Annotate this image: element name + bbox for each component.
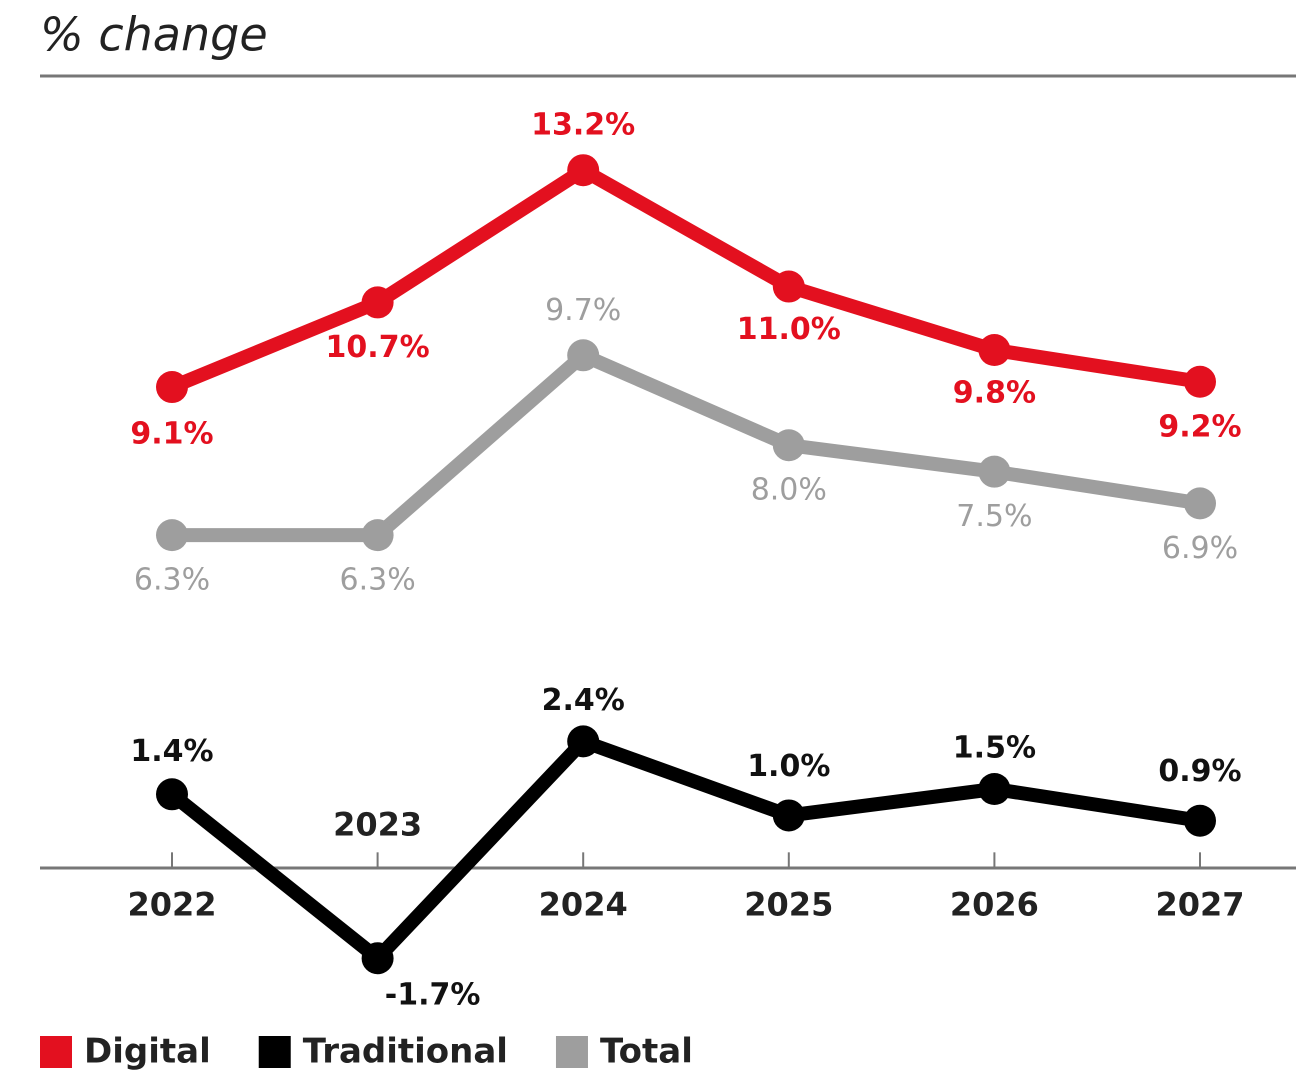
data-label: 9.2% <box>1158 409 1241 444</box>
data-label: 0.9% <box>1158 754 1241 789</box>
data-label: 9.7% <box>545 293 621 328</box>
point <box>567 725 600 758</box>
data-label: -1.7% <box>385 978 481 1013</box>
point <box>772 799 805 832</box>
point <box>567 154 600 187</box>
data-label: 13.2% <box>531 108 635 143</box>
point <box>978 455 1011 488</box>
data-label: 1.5% <box>953 731 1036 766</box>
point <box>156 371 188 404</box>
point <box>567 339 600 372</box>
x-tick-label: 2025 <box>744 885 833 923</box>
data-label: 2.4% <box>542 683 625 718</box>
point <box>156 519 188 552</box>
data-label: 6.3% <box>339 563 415 598</box>
point <box>772 270 805 303</box>
data-label: 1.4% <box>130 734 213 769</box>
x-tick-label: 2023 <box>333 805 422 843</box>
data-label: 8.0% <box>751 473 827 508</box>
point <box>1184 487 1216 520</box>
x-tick-label: 2022 <box>127 885 216 923</box>
chart-subtitle: % change <box>40 8 268 62</box>
point <box>361 942 394 975</box>
series-line <box>167 734 1202 966</box>
data-label: 9.1% <box>130 417 213 452</box>
data-label: 10.7% <box>326 330 430 365</box>
data-label: 6.9% <box>1162 531 1238 566</box>
point <box>772 429 805 462</box>
legend-swatch <box>258 1036 291 1068</box>
point <box>156 778 188 811</box>
point <box>978 334 1011 367</box>
data-label: 1.0% <box>747 749 830 784</box>
series-line <box>172 348 1202 543</box>
point <box>978 773 1011 805</box>
data-label: 9.8% <box>953 376 1036 411</box>
data-label: 6.3% <box>134 563 210 598</box>
legend-label: Total <box>600 1032 693 1072</box>
legend-swatch <box>555 1036 588 1068</box>
x-tick-label: 2027 <box>1155 885 1244 923</box>
x-tick-label: 2026 <box>950 885 1039 923</box>
legend-label: Traditional <box>303 1032 508 1072</box>
point <box>1184 365 1216 398</box>
series-line <box>169 163 1202 394</box>
point <box>361 519 394 552</box>
data-label: 11.0% <box>737 312 841 347</box>
legend-label: Digital <box>84 1032 211 1072</box>
data-label: 7.5% <box>956 499 1032 534</box>
point <box>1184 804 1216 837</box>
legend-swatch <box>40 1036 72 1068</box>
point <box>361 286 394 319</box>
x-tick-label: 2024 <box>539 885 628 923</box>
